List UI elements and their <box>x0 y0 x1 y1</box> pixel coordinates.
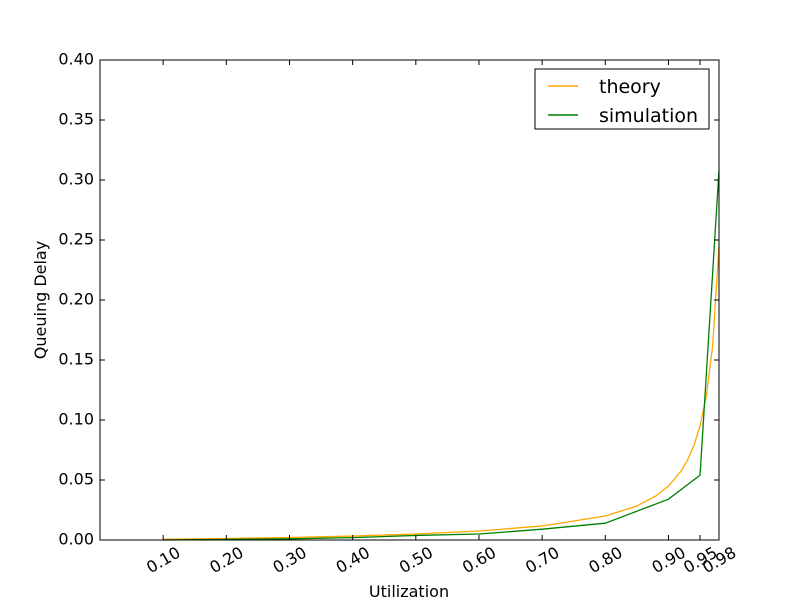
x-tick-label: 0.70 <box>522 543 562 577</box>
y-tick-label: 0.10 <box>58 410 94 429</box>
y-tick-label: 0.35 <box>58 110 94 129</box>
y-axis-ticks: 0.00 0.05 0.10 0.15 0.20 0.25 0.30 0.35 0.40 <box>58 50 719 549</box>
x-tick-label: 0.60 <box>459 543 499 577</box>
x-tick-label: 0.30 <box>270 543 310 577</box>
series-line-simulation <box>163 170 720 541</box>
y-tick-label: 0.15 <box>58 350 94 369</box>
y-tick-label: 0.25 <box>58 230 94 249</box>
x-tick-label: 0.20 <box>206 543 246 577</box>
x-tick-label: 0.50 <box>396 543 436 577</box>
y-tick-label: 0.20 <box>58 290 94 309</box>
series-layer <box>163 170 720 541</box>
y-tick-label: 0.30 <box>58 170 94 189</box>
y-tick-label: 0.40 <box>58 50 94 69</box>
x-tick-label: 0.40 <box>333 543 373 577</box>
x-axis-label: Utilization <box>369 582 449 600</box>
x-tick-label: 0.80 <box>585 543 625 577</box>
series-line-theory <box>163 245 720 540</box>
y-tick-label: 0.00 <box>58 530 94 549</box>
plot-frame <box>99 59 720 541</box>
y-axis-label: Queuing Delay <box>31 241 50 359</box>
y-tick-label: 0.05 <box>58 470 94 489</box>
legend-theory-label: theory <box>599 76 661 98</box>
legend-box <box>534 68 710 130</box>
legend-simulation-label: simulation <box>599 105 698 127</box>
legend: theory simulation <box>534 68 710 130</box>
x-tick-label: 0.10 <box>143 543 183 577</box>
